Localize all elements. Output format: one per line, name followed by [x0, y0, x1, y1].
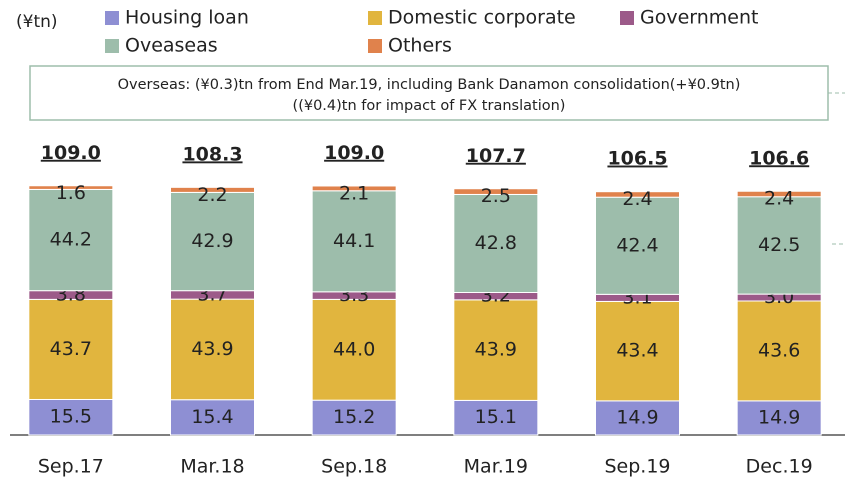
- value-label: 14.9: [758, 406, 800, 428]
- legend-swatch: [368, 11, 382, 25]
- value-label: 15.4: [191, 406, 233, 428]
- legend-label: Housing loan: [125, 7, 249, 29]
- value-label: 2.4: [622, 188, 652, 210]
- x-tick-label: Dec.19: [746, 456, 813, 478]
- note-line: Overseas: (¥0.3)tn from End Mar.19, incl…: [118, 77, 741, 93]
- bar-segment: [170, 298, 255, 401]
- value-label: 14.9: [616, 406, 658, 428]
- value-label: 43.9: [475, 339, 517, 361]
- bar-segment: [595, 191, 680, 198]
- legend-swatch: [105, 39, 119, 53]
- x-tick-label: Sep.19: [604, 456, 670, 478]
- value-label: 2.5: [481, 185, 511, 207]
- bar-segment: [311, 190, 397, 293]
- legend-swatch: [368, 39, 382, 53]
- bar-segment: [311, 185, 397, 192]
- bar-segment: [28, 398, 114, 436]
- value-label: 43.9: [191, 338, 233, 360]
- bar-segment: [311, 298, 397, 401]
- value-label: 42.4: [616, 234, 658, 256]
- value-label: 43.4: [616, 340, 658, 362]
- bar-segment: [170, 191, 255, 292]
- value-label: 42.8: [475, 232, 517, 254]
- value-label: 1.6: [56, 182, 86, 204]
- legend-swatch: [105, 11, 119, 25]
- x-tick-label: Mar.18: [180, 456, 244, 478]
- x-tick-label: Sep.17: [38, 456, 104, 478]
- value-label: 15.1: [475, 406, 517, 428]
- bar-segment: [736, 400, 822, 436]
- value-label: 44.0: [333, 338, 375, 360]
- unit-label: (¥tn): [16, 12, 58, 32]
- value-label: 15.5: [50, 406, 92, 428]
- note-line: ((¥0.4)tn for impact of FX translation): [293, 98, 566, 114]
- total-label: 106.6: [749, 147, 809, 169]
- bar-segment: [595, 400, 680, 436]
- value-label: 15.2: [333, 406, 375, 428]
- legend-swatch: [620, 11, 634, 25]
- bar-segment: [28, 185, 114, 190]
- value-label: 43.6: [758, 339, 800, 361]
- total-label: 106.5: [607, 148, 667, 170]
- total-label: 109.0: [324, 142, 384, 164]
- legend-label: Government: [640, 7, 759, 29]
- x-tick-label: Sep.18: [321, 456, 387, 478]
- value-label: 2.1: [339, 182, 369, 204]
- value-label: 42.9: [191, 230, 233, 252]
- legend-label: Oveaseas: [125, 35, 218, 57]
- bar-segment: [170, 186, 255, 193]
- bar-segment: [595, 300, 680, 402]
- value-label: 2.4: [764, 188, 794, 210]
- bar-segment: [453, 299, 539, 401]
- legend-label: Domestic corporate: [388, 7, 576, 29]
- bar-segment: [28, 298, 114, 400]
- value-label: 43.7: [50, 338, 92, 360]
- bar-segment: [736, 196, 822, 295]
- total-label: 109.0: [41, 142, 101, 164]
- x-tick-label: Mar.19: [464, 456, 528, 478]
- value-label: 44.1: [333, 230, 375, 252]
- bar-segment: [736, 300, 822, 402]
- legend-label: Others: [388, 35, 452, 57]
- value-label: 42.5: [758, 234, 800, 256]
- value-label: 2.2: [197, 184, 227, 206]
- total-label: 108.3: [182, 143, 242, 165]
- note-box: [29, 65, 829, 121]
- total-label: 107.7: [466, 145, 526, 167]
- bar-segment: [736, 190, 822, 198]
- bar-segment: [453, 188, 539, 195]
- value-label: 44.2: [50, 229, 92, 251]
